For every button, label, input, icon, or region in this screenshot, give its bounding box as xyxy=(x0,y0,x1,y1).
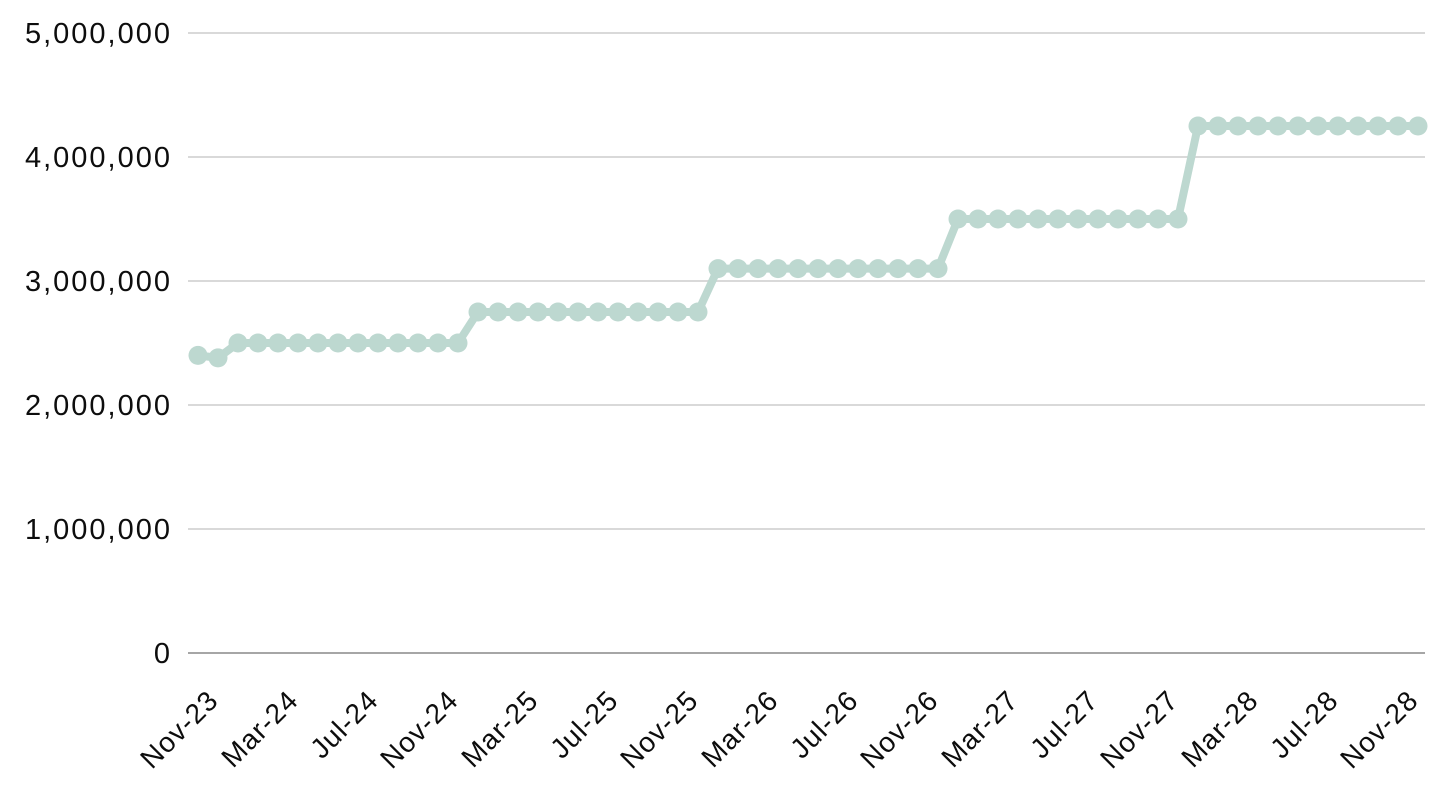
data-point-marker xyxy=(528,302,548,322)
data-point-marker xyxy=(968,209,988,229)
data-point-marker xyxy=(1108,209,1128,229)
x-axis-label: Mar-24 xyxy=(215,684,304,773)
data-point-marker xyxy=(748,259,768,279)
data-point-marker xyxy=(1128,209,1148,229)
data-point-marker xyxy=(568,302,588,322)
x-axis-label: Jul-26 xyxy=(784,684,864,764)
data-point-marker xyxy=(908,259,928,279)
data-point-marker xyxy=(208,348,228,368)
data-point-marker xyxy=(228,333,248,353)
data-point-marker xyxy=(488,302,508,322)
data-point-marker xyxy=(1408,116,1428,136)
y-axis-label: 4,000,000 xyxy=(25,142,172,174)
data-point-marker xyxy=(248,333,268,353)
data-point-marker xyxy=(868,259,888,279)
y-axis-label: 2,000,000 xyxy=(25,390,172,422)
y-axis-label: 3,000,000 xyxy=(25,266,172,298)
x-axis-label: Mar-26 xyxy=(695,684,784,773)
data-point-marker xyxy=(708,259,728,279)
x-axis-label: Jul-24 xyxy=(304,684,384,764)
data-point-marker xyxy=(268,333,288,353)
y-axis-label: 1,000,000 xyxy=(25,514,172,546)
x-axis-label: Jul-28 xyxy=(1264,684,1344,764)
data-point-marker xyxy=(1188,116,1208,136)
x-axis-label: Mar-28 xyxy=(1175,684,1264,773)
data-point-marker xyxy=(788,259,808,279)
data-point-marker xyxy=(608,302,628,322)
data-point-marker xyxy=(408,333,428,353)
data-point-marker xyxy=(1388,116,1408,136)
data-point-marker xyxy=(688,302,708,322)
data-point-marker xyxy=(1228,116,1248,136)
x-axis-label: Mar-25 xyxy=(455,684,544,773)
data-point-marker xyxy=(328,333,348,353)
data-point-marker xyxy=(768,259,788,279)
data-point-marker xyxy=(648,302,668,322)
data-point-marker xyxy=(1148,209,1168,229)
x-axis-label: Jul-25 xyxy=(544,684,624,764)
data-point-marker xyxy=(288,333,308,353)
x-axis-label: Nov-28 xyxy=(1334,684,1424,774)
data-point-marker xyxy=(448,333,468,353)
data-point-marker xyxy=(668,302,688,322)
data-point-marker xyxy=(988,209,1008,229)
x-axis-label: Nov-26 xyxy=(854,684,944,774)
data-point-marker xyxy=(1088,209,1108,229)
x-axis-label: Nov-27 xyxy=(1094,684,1184,774)
data-point-marker xyxy=(1168,209,1188,229)
data-point-marker xyxy=(888,259,908,279)
data-point-marker xyxy=(1328,116,1348,136)
data-point-marker xyxy=(188,345,208,365)
data-point-marker xyxy=(1208,116,1228,136)
data-point-marker xyxy=(728,259,748,279)
x-axis-label: Nov-24 xyxy=(374,684,464,774)
y-axis-label: 0 xyxy=(154,638,172,670)
data-point-marker xyxy=(548,302,568,322)
x-axis-label: Nov-25 xyxy=(614,684,704,774)
data-point-marker xyxy=(1008,209,1028,229)
data-point-marker xyxy=(1348,116,1368,136)
data-point-marker xyxy=(1028,209,1048,229)
data-point-marker xyxy=(308,333,328,353)
data-point-marker xyxy=(1048,209,1068,229)
data-point-marker xyxy=(808,259,828,279)
data-point-marker xyxy=(948,209,968,229)
data-point-marker xyxy=(388,333,408,353)
x-axis-label: Nov-23 xyxy=(134,684,224,774)
data-point-marker xyxy=(1288,116,1308,136)
data-point-marker xyxy=(628,302,648,322)
data-point-marker xyxy=(848,259,868,279)
data-point-marker xyxy=(828,259,848,279)
data-point-marker xyxy=(928,259,948,279)
data-point-marker xyxy=(1368,116,1388,136)
data-point-marker xyxy=(428,333,448,353)
y-axis-label: 5,000,000 xyxy=(25,18,172,50)
x-axis-label: Jul-27 xyxy=(1024,684,1104,764)
data-point-marker xyxy=(368,333,388,353)
x-axis-label: Mar-27 xyxy=(935,684,1024,773)
series-line xyxy=(194,122,1422,362)
data-point-marker xyxy=(468,302,488,322)
data-point-marker xyxy=(1248,116,1268,136)
data-point-marker xyxy=(1068,209,1088,229)
data-point-marker xyxy=(348,333,368,353)
data-point-marker xyxy=(1308,116,1328,136)
data-point-marker xyxy=(1268,116,1288,136)
data-point-marker xyxy=(508,302,528,322)
data-point-marker xyxy=(588,302,608,322)
